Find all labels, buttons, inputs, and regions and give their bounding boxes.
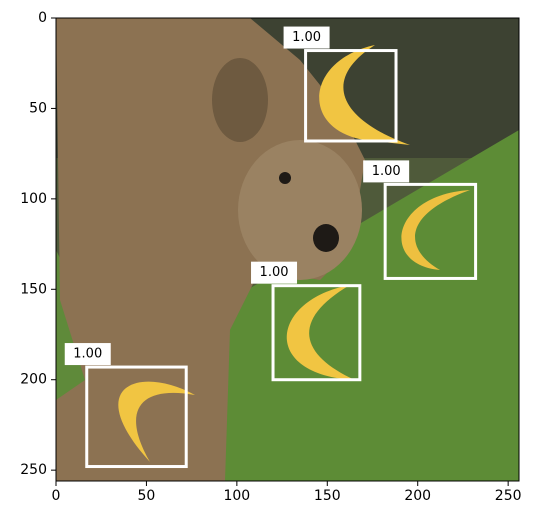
score-label: 1.00 — [292, 30, 321, 45]
banana — [401, 190, 470, 270]
x-tick-label: 50 — [138, 488, 156, 504]
bounding-box — [85, 365, 188, 469]
y-tick-label: 50 — [29, 100, 47, 116]
bounding-box — [271, 284, 362, 382]
axes-frame — [55, 17, 520, 482]
score-label-box — [283, 26, 330, 49]
score-label: 1.00 — [260, 265, 289, 280]
x-tick-label: 200 — [404, 488, 431, 504]
score-label: 1.00 — [372, 164, 401, 179]
bear-nose — [313, 224, 339, 252]
score-label-box — [64, 343, 111, 366]
score-label-box — [363, 160, 410, 183]
x-tick-label: 0 — [52, 488, 61, 504]
bounding-box — [304, 49, 398, 143]
score-label: 1.00 — [73, 347, 102, 362]
y-tick-label: 200 — [20, 372, 47, 388]
bear-ear — [212, 58, 268, 142]
bounding-box — [383, 182, 478, 280]
banana — [286, 285, 355, 380]
y-tick-label: 0 — [38, 10, 47, 26]
photo — [56, 18, 519, 481]
x-tick-label: 100 — [223, 488, 250, 504]
y-tick-label: 250 — [20, 462, 47, 478]
x-tick-label: 250 — [495, 488, 522, 504]
bear-eye — [279, 172, 291, 184]
bear-head — [238, 140, 362, 280]
bear — [56, 18, 365, 481]
banana — [118, 381, 195, 462]
x-tick-label: 150 — [314, 488, 341, 504]
banana — [319, 45, 410, 145]
y-tick-label: 150 — [20, 281, 47, 297]
score-label-box — [251, 261, 298, 284]
y-tick-label: 100 — [20, 191, 47, 207]
